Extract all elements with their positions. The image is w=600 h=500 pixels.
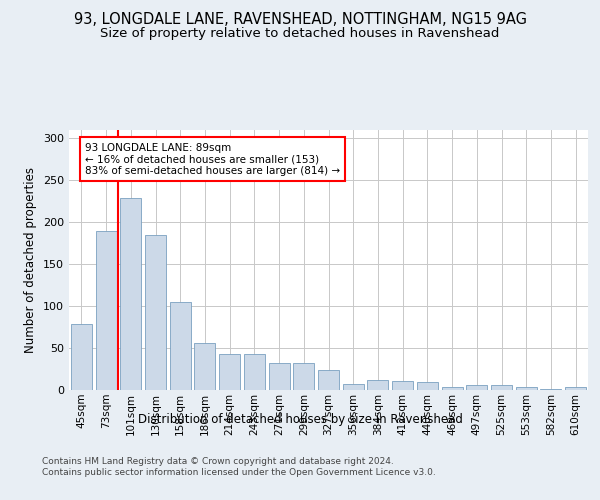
Bar xyxy=(71,324,92,390)
Bar xyxy=(565,388,586,390)
Y-axis label: Number of detached properties: Number of detached properties xyxy=(25,167,37,353)
Text: Size of property relative to detached houses in Ravenshead: Size of property relative to detached ho… xyxy=(100,28,500,40)
Bar xyxy=(219,354,240,390)
Bar xyxy=(466,385,487,390)
Bar xyxy=(442,386,463,390)
Text: Contains HM Land Registry data © Crown copyright and database right 2024.
Contai: Contains HM Land Registry data © Crown c… xyxy=(42,458,436,477)
Bar xyxy=(170,302,191,390)
Bar xyxy=(120,198,141,390)
Bar xyxy=(318,370,339,390)
Text: 93 LONGDALE LANE: 89sqm
← 16% of detached houses are smaller (153)
83% of semi-d: 93 LONGDALE LANE: 89sqm ← 16% of detache… xyxy=(85,142,340,176)
Bar xyxy=(491,385,512,390)
Bar xyxy=(516,388,537,390)
Bar xyxy=(244,354,265,390)
Bar xyxy=(293,363,314,390)
Text: 93, LONGDALE LANE, RAVENSHEAD, NOTTINGHAM, NG15 9AG: 93, LONGDALE LANE, RAVENSHEAD, NOTTINGHA… xyxy=(74,12,527,28)
Bar xyxy=(343,384,364,390)
Bar xyxy=(95,230,116,390)
Text: Distribution of detached houses by size in Ravenshead: Distribution of detached houses by size … xyxy=(137,412,463,426)
Bar xyxy=(269,363,290,390)
Bar xyxy=(145,235,166,390)
Bar xyxy=(392,381,413,390)
Bar xyxy=(194,343,215,390)
Bar xyxy=(541,389,562,390)
Bar xyxy=(367,380,388,390)
Bar xyxy=(417,382,438,390)
